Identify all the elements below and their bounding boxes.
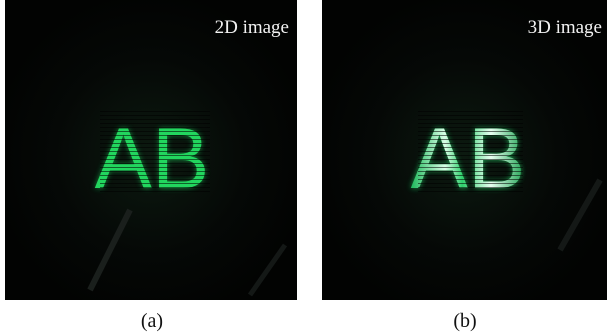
- panel-b: AB AB 3D image: [322, 0, 607, 300]
- panel-a: AB AB 2D image: [5, 0, 297, 300]
- panel-label: 2D image: [215, 17, 289, 38]
- pixel-grid: [418, 110, 523, 195]
- caption: (a): [141, 310, 163, 332]
- figure: AB AB 2D image AB AB 3D image (a) (b): [0, 0, 607, 335]
- panel-label: 3D image: [528, 17, 602, 38]
- pixel-grid: [100, 110, 210, 195]
- caption: (b): [453, 310, 476, 332]
